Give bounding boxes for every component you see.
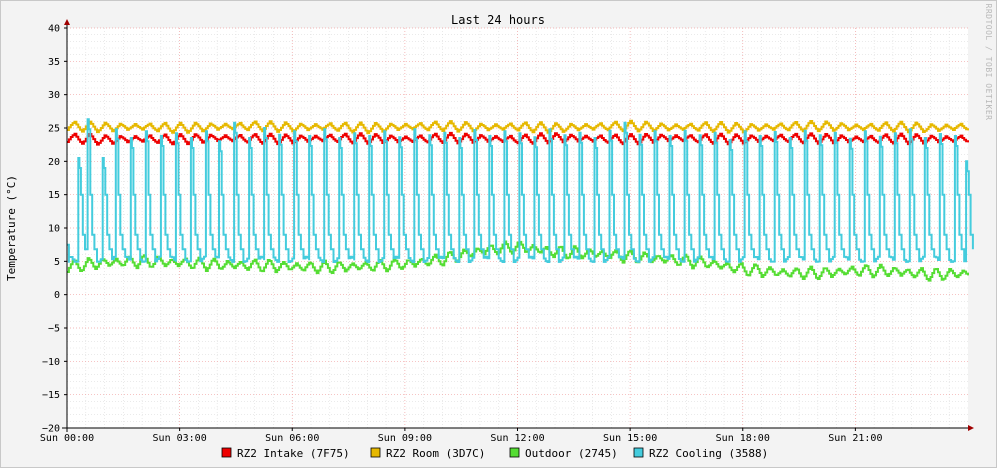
x-axis-arrow <box>968 425 974 431</box>
y-tick-label: 15 <box>48 190 60 201</box>
y-tick-label: 40 <box>48 24 60 35</box>
x-tick-label: Sun 15:00 <box>603 433 657 444</box>
y-tick-label: 35 <box>48 57 60 68</box>
series-line <box>67 131 969 146</box>
x-tick-label: Sun 09:00 <box>378 433 432 444</box>
y-tick-label: 10 <box>48 224 60 235</box>
chart-title: Last 24 hours <box>451 13 545 27</box>
legend-label: RZ2 Cooling (3588) <box>649 447 768 460</box>
legend-swatch <box>370 447 381 458</box>
series-line <box>67 240 969 282</box>
y-tick-label: 5 <box>54 257 60 268</box>
legend: RZ2 Intake (7F75) RZ2 Room (3D7C) Outdoor … <box>221 447 768 460</box>
watermark: RRDTOOL / TOBI OETIKER <box>984 4 993 121</box>
y-tick-label: −15 <box>42 390 60 401</box>
x-tick-label: Sun 18:00 <box>716 433 770 444</box>
legend-label: RZ2 Intake (7F75) <box>237 447 350 460</box>
x-tick-label: Sun 00:00 <box>40 433 94 444</box>
legend-label: RZ2 Room (3D7C) <box>386 447 485 460</box>
legend-swatch <box>633 447 644 458</box>
x-tick-label: Sun 12:00 <box>490 433 544 444</box>
y-tick-label: −5 <box>48 324 60 335</box>
y-tick-label: 0 <box>54 290 60 301</box>
y-tick-label: −20 <box>42 424 60 435</box>
legend-label: Outdoor (2745) <box>525 447 618 460</box>
y-tick-label: 20 <box>48 157 60 168</box>
y-tick-label: 30 <box>48 90 60 101</box>
x-tick-label: Sun 21:00 <box>828 433 882 444</box>
series-line <box>67 119 969 135</box>
series-line <box>67 118 974 263</box>
legend-swatch <box>509 447 520 458</box>
y-tick-label: −10 <box>42 357 60 368</box>
legend-swatch <box>221 447 232 458</box>
y-tick-label: 25 <box>48 124 60 135</box>
x-tick-label: Sun 03:00 <box>153 433 207 444</box>
x-tick-label: Sun 06:00 <box>265 433 319 444</box>
y-axis-arrow <box>64 19 70 25</box>
y-axis-label: Temperature (°C) <box>5 175 18 281</box>
x-tick-labels: Sun 00:00 Sun 03:00 Sun 06:00 Sun 09:00 Sun … <box>40 428 882 444</box>
y-tick-labels: 40 35 30 25 20 15 10 5 0 −5 −10 −15 −20 <box>42 24 67 435</box>
series-layer <box>67 118 974 282</box>
